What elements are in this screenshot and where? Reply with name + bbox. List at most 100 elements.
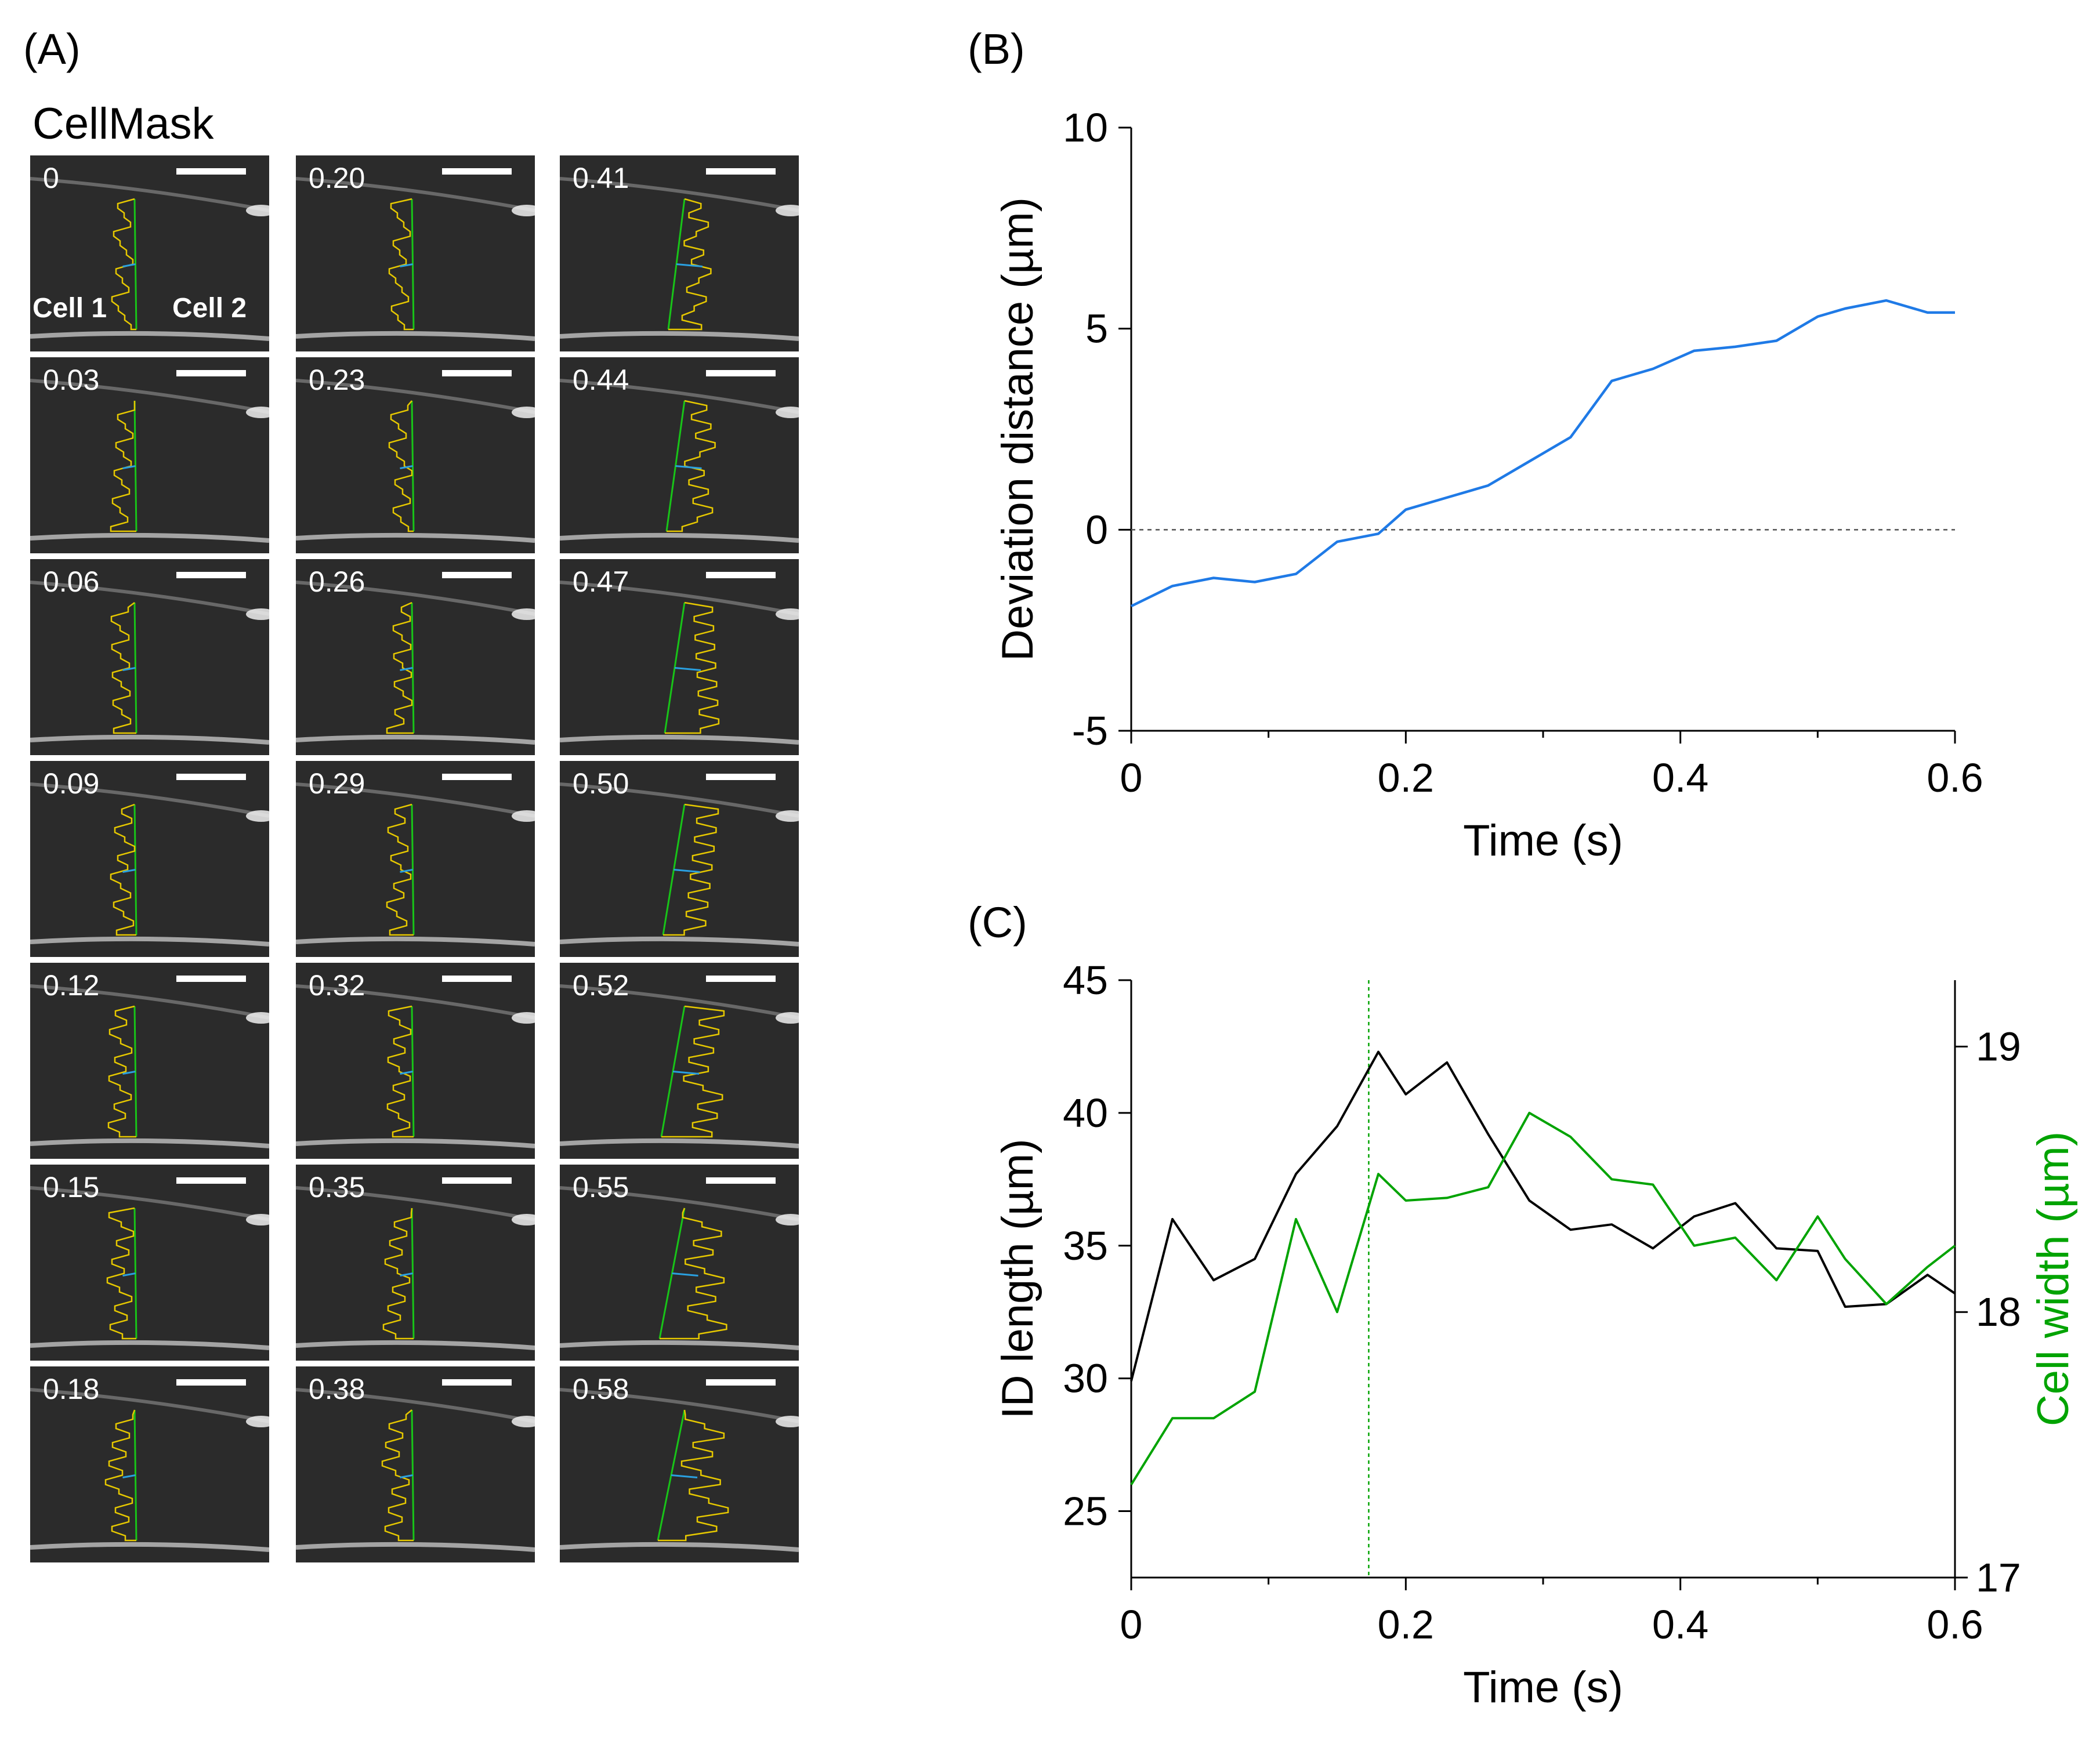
left-y-axis-label: ID length (µm) [993, 1139, 1042, 1419]
image-tile: 0.52 [560, 963, 799, 1159]
scale-bar [176, 976, 246, 982]
scale-bar [706, 1379, 776, 1386]
tile-time-label: 0.38 [309, 1373, 365, 1405]
tile-time-label: 0.26 [309, 565, 365, 598]
image-tile: 0.32 [296, 963, 535, 1159]
x-axis-label: Time (s) [1463, 816, 1623, 865]
image-tile: 0.09 [30, 761, 269, 957]
scale-bar [442, 1177, 512, 1184]
x-tick-label: 0.6 [1927, 755, 1983, 800]
cell-image [296, 1186, 535, 1350]
left-y-tick-label: 30 [1063, 1356, 1108, 1401]
scale-bar [442, 976, 512, 982]
tile-time-label: 0.35 [309, 1171, 365, 1203]
cell-image [560, 379, 799, 543]
image-tile: 0.55 [560, 1165, 799, 1361]
cell-image [296, 1388, 535, 1552]
tile-time-label: 0.55 [573, 1171, 629, 1203]
deviation-series-line [1131, 299, 1955, 608]
tile-time-label: 0.58 [573, 1373, 629, 1405]
image-tile: 0.38 [296, 1366, 535, 1562]
cell-image [30, 581, 269, 745]
tile-time-label: 0.06 [43, 565, 100, 598]
tile-time-label: 0.03 [43, 364, 100, 396]
x-tick-label: 0 [1120, 1602, 1143, 1647]
image-tile: 0.15 [30, 1165, 269, 1361]
scale-bar [176, 774, 246, 780]
cell-image [560, 984, 799, 1148]
image-tile: 0.58 [560, 1366, 799, 1562]
axes [1130, 128, 1955, 732]
image-tile: 0.20 [296, 155, 535, 351]
tile-time-label: 0.44 [573, 364, 629, 396]
cell-image [30, 1388, 269, 1552]
cell-1-label: Cell 1 [32, 293, 107, 324]
tile-time-label: 0.41 [573, 162, 629, 194]
y-tick-label: 10 [1063, 105, 1108, 150]
right-y-axis-label: Cell width (µm) [2029, 1132, 2078, 1426]
image-tile: 0.03 [30, 357, 269, 553]
cell-image [30, 177, 269, 341]
tile-time-label: 0.09 [43, 767, 100, 800]
cell-image [30, 379, 269, 543]
scale-bar [706, 976, 776, 982]
scale-bar [706, 774, 776, 780]
image-tile: 0.50 [560, 761, 799, 957]
right-y-tick-label: 19 [1976, 1024, 2021, 1069]
scale-bar [442, 370, 512, 376]
cell-image [30, 782, 269, 947]
cell-image [560, 581, 799, 745]
image-tile: 0.06 [30, 559, 269, 755]
right-y-tick-label: 18 [1976, 1289, 2021, 1335]
tile-time-label: 0.23 [309, 364, 365, 396]
deviation-distance-chart: -5 0 5 10 0 0.2 0.4 0.6 Time (s) Deviation distan… [993, 105, 1983, 865]
tile-time-label: 0 [43, 162, 59, 194]
tile-time-label: 0.15 [43, 1171, 100, 1203]
y-tick-label: -5 [1072, 708, 1108, 753]
image-tile: 0.23 [296, 357, 535, 553]
image-tile: 0.47 [560, 559, 799, 755]
panel-a-label: (A) [23, 25, 81, 73]
scale-bar [176, 370, 246, 376]
cell-width-series-line [1130, 1111, 1956, 1485]
x-tick-label: 0.4 [1652, 755, 1708, 800]
x-tick-label: 0 [1120, 755, 1143, 800]
cell-image [296, 984, 535, 1148]
scale-bar [442, 168, 512, 175]
image-tile: 0.26 [296, 559, 535, 755]
x-tick-label: 0.2 [1378, 755, 1434, 800]
x-tick-label: 0.4 [1652, 1602, 1708, 1647]
tile-time-label: 0.52 [573, 969, 629, 1002]
cellmask-title: CellMask [32, 99, 214, 148]
cell-image [296, 177, 535, 341]
scale-bar [706, 572, 776, 578]
x-tick-label: 0.6 [1927, 1602, 1983, 1647]
image-tile: 0.41 [560, 155, 799, 351]
image-tile: 0.29 [296, 761, 535, 957]
cell-image [30, 1186, 269, 1350]
tile-time-label: 0.12 [43, 969, 100, 1002]
cell-image [560, 1388, 799, 1552]
cell-image [296, 782, 535, 947]
scale-bar [176, 1379, 246, 1386]
cell-image [560, 782, 799, 947]
left-y-tick-label: 25 [1063, 1489, 1108, 1534]
cell-image [296, 379, 535, 543]
scale-bar [176, 168, 246, 175]
scale-bar [706, 1177, 776, 1184]
panel-b-label: (B) [968, 25, 1025, 73]
scale-bar [442, 1379, 512, 1386]
panel-c-label: (C) [968, 898, 1027, 947]
x-axis-label: Time (s) [1463, 1663, 1623, 1712]
scale-bar [706, 370, 776, 376]
y-tick-label: 0 [1085, 507, 1108, 552]
cell-image [560, 177, 799, 341]
tile-time-label: 0.32 [309, 969, 365, 1002]
cell-image [560, 1186, 799, 1350]
tile-time-label: 0.29 [309, 767, 365, 800]
left-y-tick-label: 40 [1063, 1090, 1108, 1136]
id-length-series-line [1130, 1050, 1956, 1382]
cell-image [296, 581, 535, 745]
id-length-cell-width-chart: 25 30 35 40 45 17 18 19 0 0.2 0.4 0.6 Time (s) ID len… [993, 958, 2078, 1712]
x-tick-label: 0.2 [1378, 1602, 1434, 1647]
